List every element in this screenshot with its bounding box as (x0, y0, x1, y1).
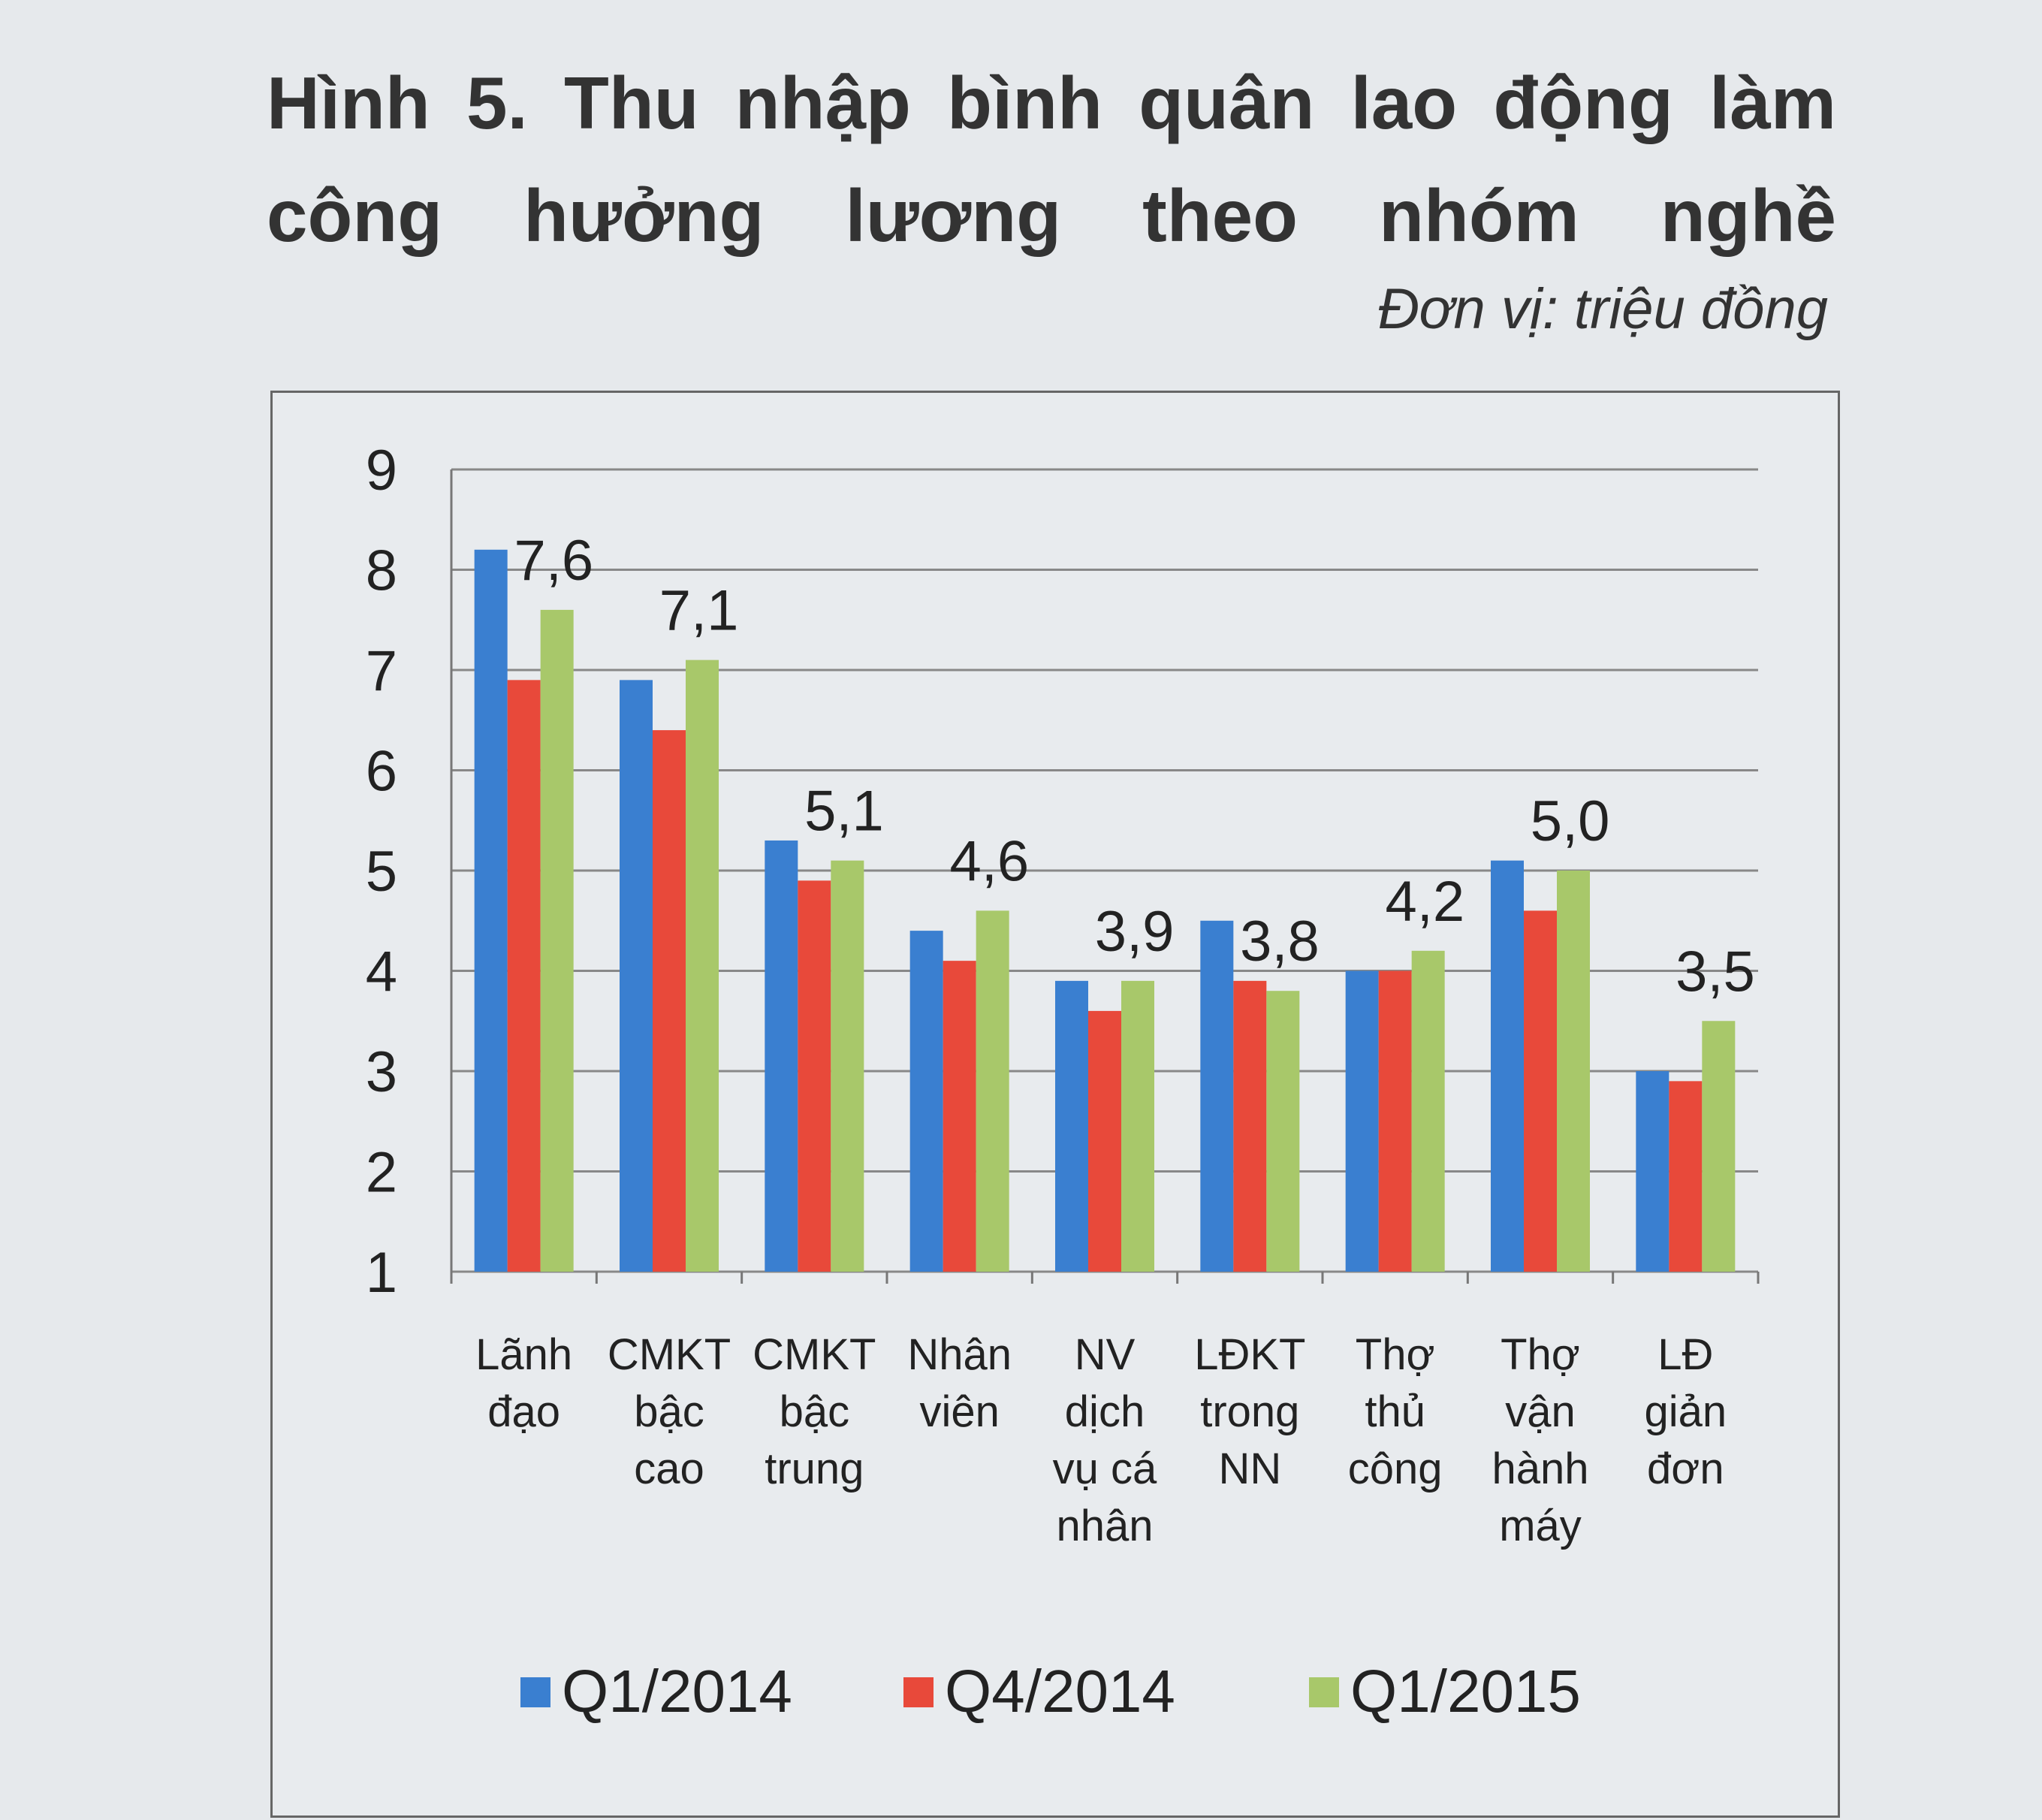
bar-Q4-2014-5 (1233, 980, 1267, 1272)
bar-Q4-2014-8 (1669, 1081, 1703, 1272)
category-label: Thợ (1501, 1330, 1580, 1379)
bar-Q1-2015-3 (976, 910, 1009, 1272)
bar-Q1-2015-5 (1266, 991, 1300, 1272)
category-label: NV (1075, 1330, 1136, 1379)
bar-Q1-2014-3 (909, 931, 943, 1272)
category-label: LĐKT (1194, 1330, 1305, 1379)
data-label: 3,5 (1676, 940, 1755, 1004)
bar-Q1-2015-7 (1557, 871, 1590, 1272)
data-label: 7,6 (514, 529, 593, 593)
y-tick-label: 5 (366, 840, 397, 904)
bar-Q1-2015-8 (1702, 1021, 1736, 1272)
y-tick-label: 2 (366, 1141, 397, 1205)
y-tick-label: 4 (366, 940, 397, 1004)
category-label: thủ (1365, 1387, 1425, 1436)
category-label: giản (1645, 1387, 1727, 1436)
category-label: trong (1200, 1387, 1299, 1436)
bar-Q4-2014-0 (507, 680, 541, 1272)
bar-Q4-2014-4 (1088, 1010, 1121, 1272)
bar-Q1-2014-7 (1491, 860, 1524, 1272)
bar-Q4-2014-2 (798, 880, 831, 1272)
data-label: 7,1 (659, 579, 739, 643)
legend-swatch (520, 1677, 550, 1707)
bar-Q1-2014-8 (1636, 1071, 1669, 1272)
legend-swatch (1309, 1677, 1339, 1707)
bar-Q1-2014-2 (765, 840, 798, 1272)
category-label: Lãnh (475, 1330, 572, 1379)
category-label: LĐ (1657, 1330, 1713, 1379)
category-label: đạo (487, 1387, 560, 1436)
bar-Q1-2014-6 (1345, 970, 1379, 1272)
bar-Q1-2015-6 (1411, 950, 1445, 1272)
data-label: 4,6 (949, 829, 1029, 893)
data-label: 3,9 (1095, 900, 1175, 964)
bar-Q4-2014-3 (943, 961, 976, 1272)
bar-Q1-2015-4 (1121, 980, 1154, 1272)
legend-label: Q1/2015 (1350, 1658, 1581, 1725)
data-label: 5,1 (804, 780, 884, 844)
category-label: trung (765, 1444, 864, 1493)
bar-Q1-2014-5 (1200, 920, 1234, 1272)
legend-label: Q4/2014 (945, 1658, 1175, 1725)
category-label: vụ cá (1053, 1444, 1157, 1493)
legend-label: Q1/2014 (562, 1658, 792, 1725)
category-label: dịch (1065, 1387, 1145, 1436)
category-label: bậc (780, 1387, 850, 1436)
category-label: vận (1505, 1387, 1576, 1436)
bar-Q4-2014-7 (1524, 910, 1557, 1272)
y-tick-label: 3 (366, 1040, 397, 1104)
category-label: công (1348, 1444, 1443, 1493)
bar-Q1-2014-0 (474, 549, 508, 1272)
category-label: nhân (1056, 1502, 1153, 1550)
bar-Q1-2014-4 (1055, 980, 1088, 1272)
data-label: 5,0 (1531, 789, 1610, 853)
category-label: CMKT (753, 1330, 876, 1379)
bar-Q4-2014-1 (653, 730, 686, 1272)
legend-swatch (903, 1677, 934, 1707)
category-label: máy (1499, 1502, 1582, 1550)
chart-frame: 1 2 3 4 5 6 7 8 9 7,6 7,1 5,1 4,6 3,9 3,8 4,2 5,0 3,5 Lãnh… (270, 391, 1840, 1818)
y-tick-label: 1 (366, 1241, 397, 1305)
bar-Q1-2015-0 (540, 609, 574, 1272)
category-label: Nhân (907, 1330, 1012, 1379)
unit-label: Đơn vị: triệu đồng (1377, 277, 1828, 341)
category-label: viên (919, 1387, 999, 1436)
bar-Q4-2014-6 (1378, 970, 1412, 1272)
figure-title: Hình 5. Thu nhập bình quân lao động làm … (267, 62, 1836, 257)
data-label: 4,2 (1385, 870, 1464, 934)
category-label: cao (634, 1444, 704, 1493)
category-label: Thợ (1356, 1330, 1435, 1379)
y-tick-label: 8 (366, 539, 397, 603)
category-label: đơn (1647, 1444, 1724, 1493)
category-label: bậc (634, 1387, 704, 1436)
data-label: 3,8 (1240, 910, 1320, 973)
bar-Q1-2014-1 (620, 680, 653, 1272)
bar-Q1-2015-1 (686, 659, 719, 1272)
y-tick-label: 7 (366, 639, 397, 703)
category-label: NN (1218, 1444, 1281, 1493)
y-tick-label: 9 (366, 439, 397, 503)
category-label: hành (1492, 1444, 1588, 1493)
category-label: CMKT (608, 1330, 731, 1379)
y-tick-label: 6 (366, 740, 397, 804)
bar-Q1-2015-2 (831, 860, 864, 1272)
bar-chart: 1 2 3 4 5 6 7 8 9 7,6 7,1 5,1 4,6 3,9 3,8 4,2 5,0 3,5 Lãnh… (366, 439, 1760, 1725)
